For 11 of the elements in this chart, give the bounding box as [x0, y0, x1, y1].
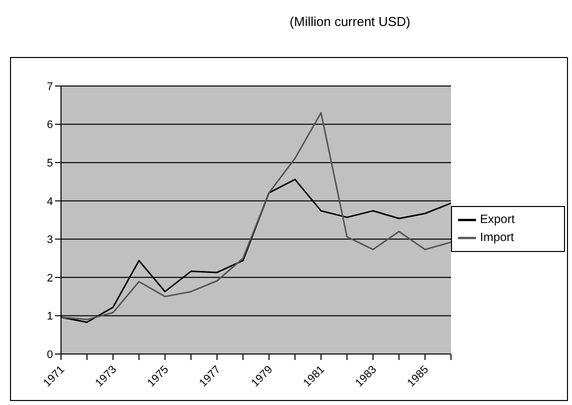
chart-title: (Million current USD)	[288, 14, 412, 29]
legend-label: Import	[480, 230, 514, 244]
y-tick-label: 5	[46, 157, 53, 170]
y-tick-label: 3	[46, 234, 53, 246]
legend-label: Export	[480, 212, 515, 226]
y-tick-label: 6	[46, 119, 53, 132]
y-tick-label: 2	[46, 272, 53, 284]
y-tick-label: 1	[46, 310, 53, 323]
y-tick-label: 4	[46, 196, 53, 208]
y-tick-label: 7	[46, 80, 53, 93]
y-tick-label: 0	[46, 348, 53, 361]
